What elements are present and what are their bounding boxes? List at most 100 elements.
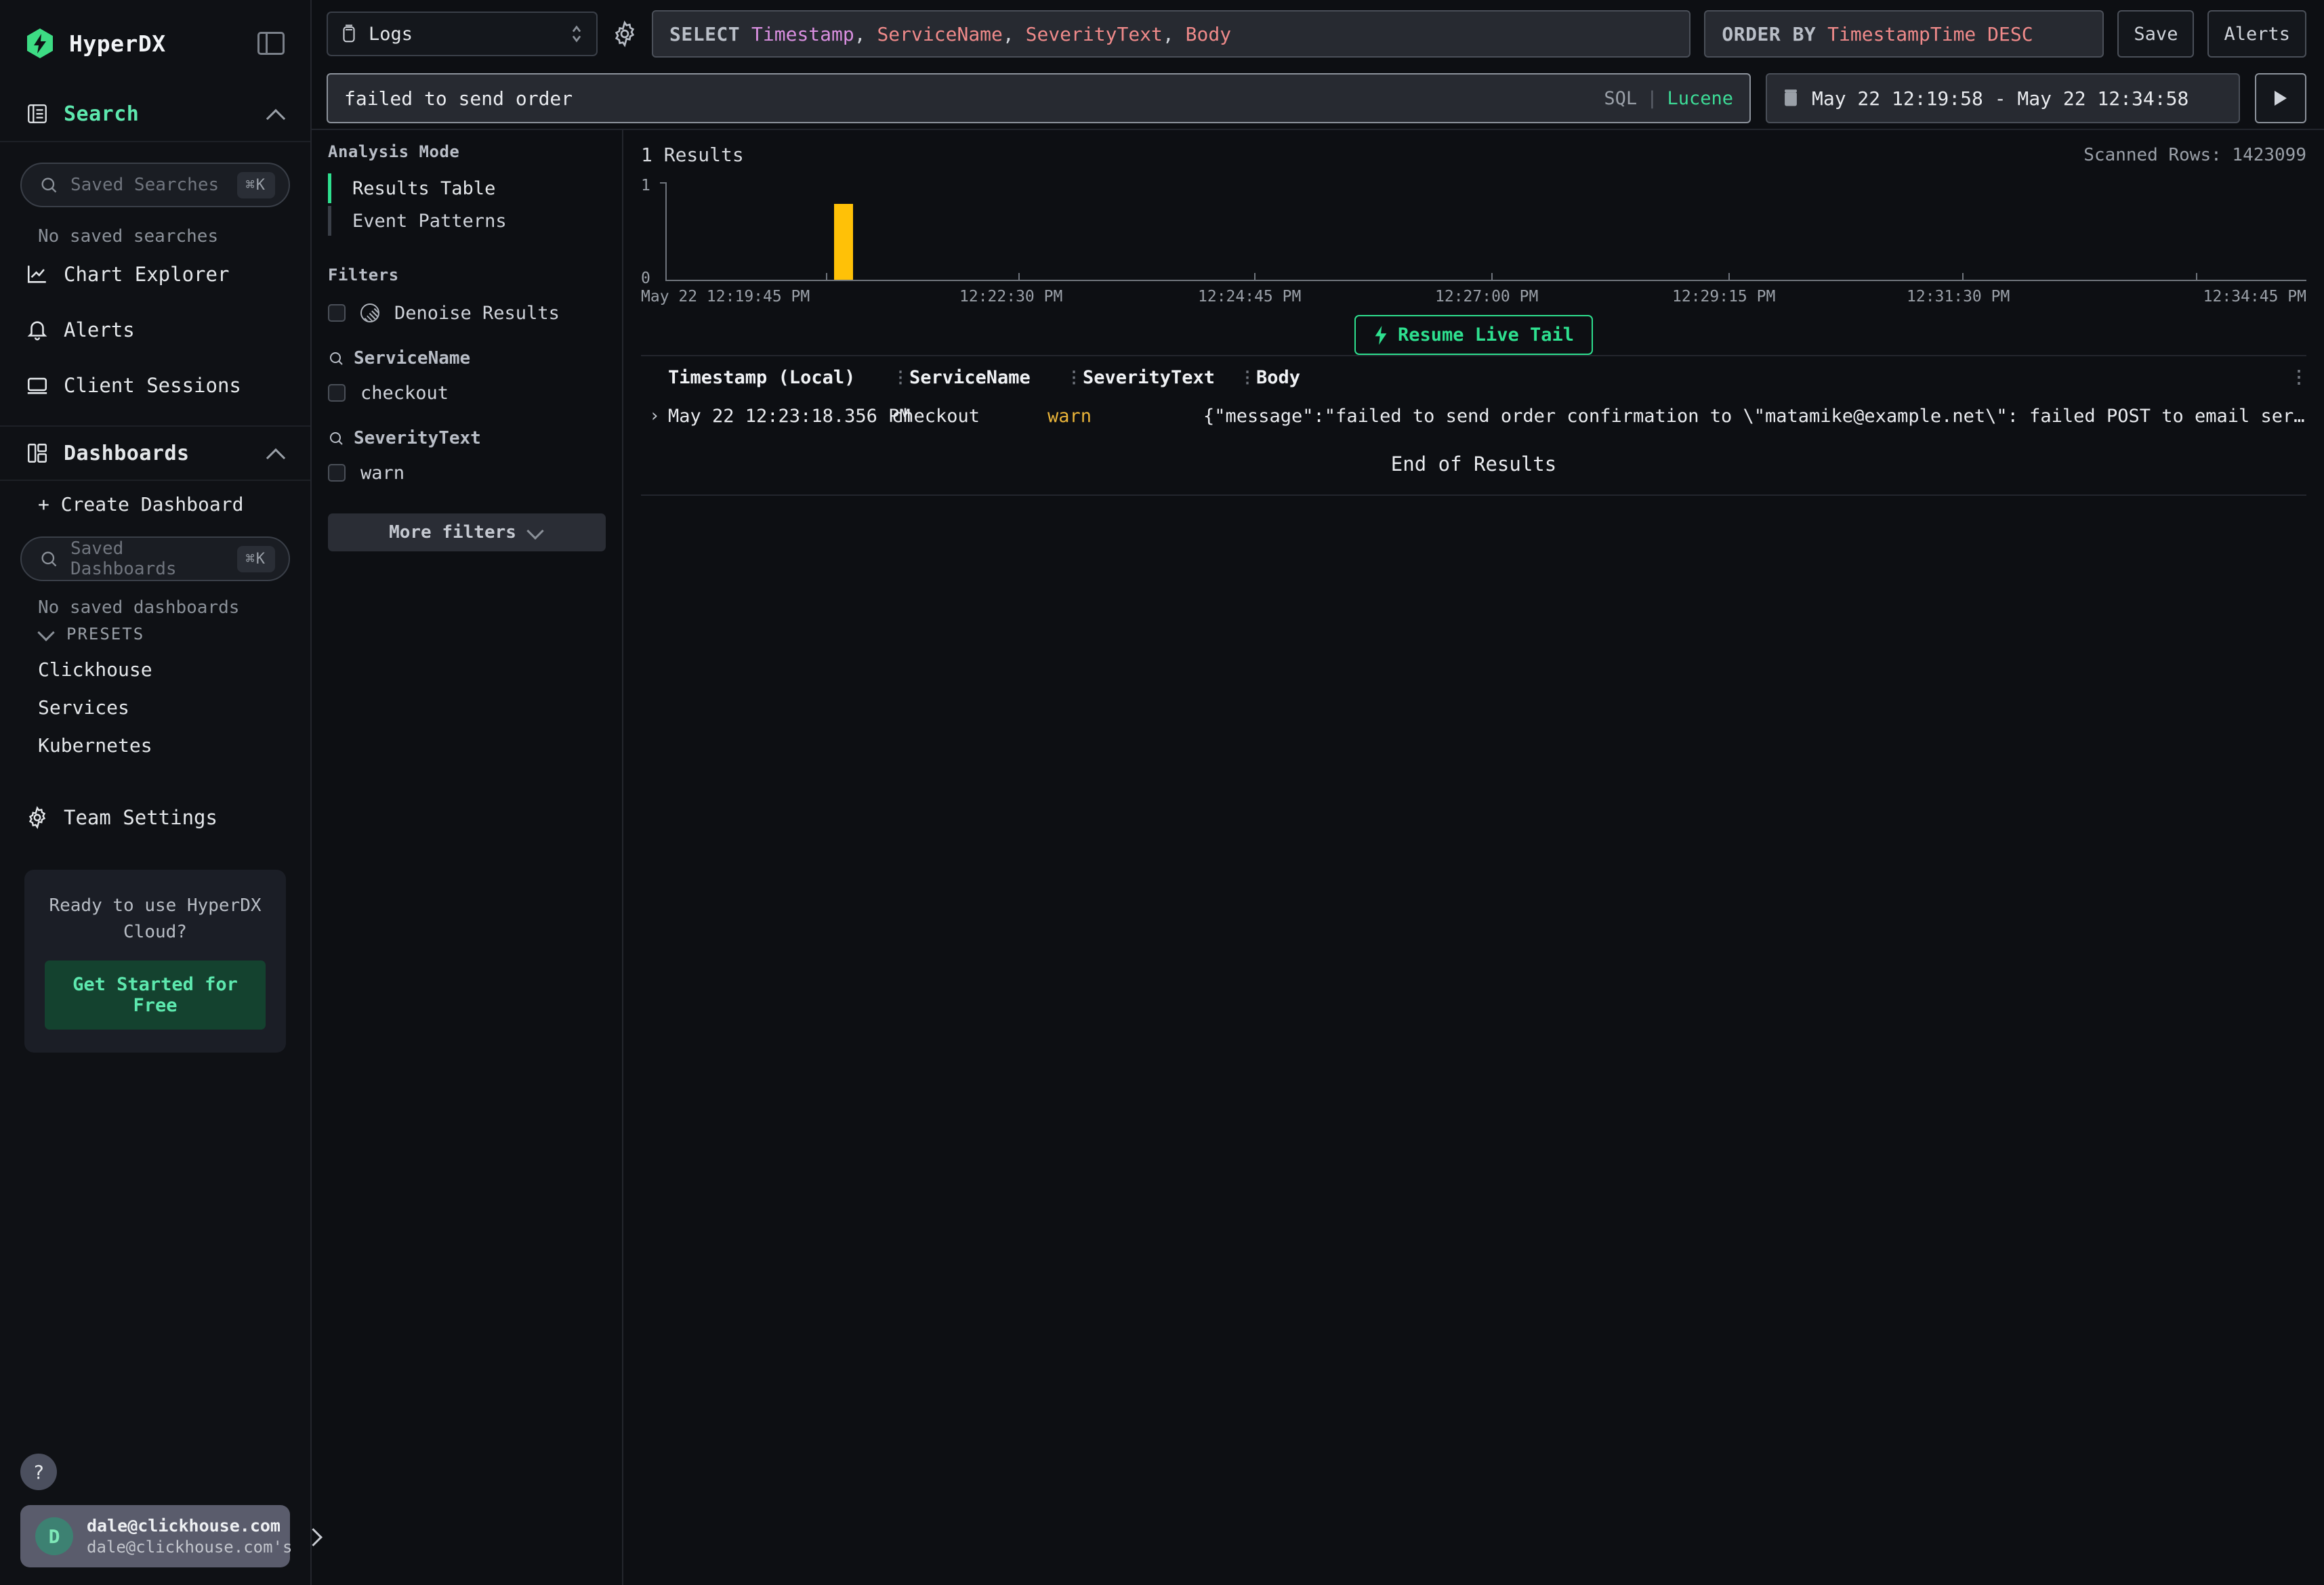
table-row[interactable]: › May 22 12:23:18.356 PM checkout warn {… [641, 398, 2306, 434]
preset-item-kubernetes[interactable]: Kubernetes [0, 726, 310, 764]
no-saved-searches-text: No saved searches [38, 226, 219, 247]
play-icon [2275, 91, 2287, 106]
row-expand-chevron-right-icon[interactable]: › [649, 406, 660, 426]
select-keyword: SELECT [669, 22, 741, 45]
date-range-picker[interactable]: May 22 12:19:58 - May 22 12:34:58 [1766, 73, 2240, 123]
brand-name: HyperDX [69, 30, 166, 57]
query-toolbar: Logs SELECT Timestamp , ServiceName [312, 0, 2324, 68]
sidebar-item-chart-explorer[interactable]: Chart Explorer [0, 247, 310, 302]
analysis-mode-results-table[interactable]: Results Table [328, 172, 606, 205]
more-filters-label: More filters [389, 522, 516, 543]
analysis-mode-event-patterns[interactable]: Event Patterns [328, 205, 606, 237]
bolt-icon [1373, 325, 1388, 345]
search-query-box[interactable]: failed to send order SQL | Lucene [327, 73, 1751, 123]
sidebar-item-chart-explorer-label: Chart Explorer [64, 263, 230, 286]
search-input[interactable]: failed to send order [344, 87, 573, 110]
filter-field-servicename[interactable]: ServiceName [328, 348, 606, 368]
get-started-button[interactable]: Get Started for Free [45, 960, 266, 1030]
preset-item-clickhouse[interactable]: Clickhouse [0, 650, 310, 688]
preset-label: Clickhouse [38, 658, 152, 681]
column-resize-handle[interactable]: ⋮ [892, 368, 909, 387]
filter-option-warn[interactable]: warn [328, 455, 606, 490]
order-by-input[interactable]: ORDER BY TimestampTime DESC [1704, 10, 2104, 58]
cell-body: {"message":"failed to send order confirm… [1203, 405, 2306, 427]
preset-label: Kubernetes [38, 734, 152, 757]
save-button[interactable]: Save [2117, 10, 2195, 58]
preset-label: Services [38, 696, 129, 719]
cell-servicename: checkout [892, 405, 980, 427]
mode-sql-toggle[interactable]: SQL [1604, 87, 1638, 109]
chevron-up-icon[interactable] [267, 444, 285, 462]
presets-label: PRESETS [66, 625, 145, 643]
filter-option-label: checkout [360, 382, 449, 404]
more-filters-button[interactable]: More filters [328, 513, 606, 551]
no-saved-dashboards-text: No saved dashboards [38, 597, 240, 618]
results-count: 1 Results [641, 144, 744, 166]
histogram-bar[interactable] [834, 204, 853, 280]
checkbox-box[interactable] [328, 304, 346, 322]
alerts-button[interactable]: Alerts [2207, 10, 2306, 58]
sidebar-section-dashboards[interactable]: Dashboards [0, 425, 310, 481]
run-query-button[interactable] [2255, 73, 2306, 123]
order-by-expression: TimestampTime DESC [1827, 22, 2033, 45]
denoise-icon [360, 303, 379, 322]
sidebar-section-search[interactable]: Search [0, 87, 310, 142]
saved-searches-shortcut: ⌘K [236, 171, 275, 198]
sidebar-item-client-sessions-label: Client Sessions [64, 374, 241, 397]
end-of-results: End of Results [641, 434, 2306, 496]
user-card[interactable]: D dale@clickhouse.com dale@clickhouse.co… [20, 1505, 292, 1567]
saved-dashboards-placeholder: Saved Dashboards [70, 538, 177, 579]
search-icon [328, 430, 344, 446]
column-resize-handle[interactable]: ⋮ [1066, 368, 1082, 387]
results-header: 1 Results Scanned Rows: 1423099 [623, 130, 2324, 166]
panel-toggle-icon[interactable] [257, 32, 285, 55]
avatar: D [35, 1517, 73, 1555]
hyperdx-bolt-logo [26, 28, 54, 59]
filter-field-severitytext[interactable]: SeverityText [328, 428, 606, 448]
mode-lucene-toggle[interactable]: Lucene [1667, 87, 1733, 109]
checkbox-box[interactable] [328, 464, 346, 482]
saved-dashboards-input[interactable]: Saved Dashboards ⌘K [20, 536, 290, 581]
up-down-caret-icon [569, 22, 584, 45]
denoise-results-checkbox[interactable]: Denoise Results [328, 295, 606, 331]
filter-field-label: ServiceName [354, 348, 471, 368]
x-tick-label: 12:24:45 PM [1198, 288, 1302, 305]
sidebar-item-client-sessions[interactable]: Client Sessions [0, 358, 310, 413]
column-header-body[interactable]: Body [1256, 367, 2306, 388]
x-tick-label: May 22 12:19:45 PM [641, 288, 810, 305]
sidebar-item-team-settings[interactable]: Team Settings [0, 790, 310, 845]
source-settings-gear-icon[interactable] [611, 20, 638, 47]
preset-item-services[interactable]: Services [0, 688, 310, 726]
analysis-mode-label: Event Patterns [352, 210, 507, 232]
filter-group-severitytext: SeverityText warn [328, 428, 606, 490]
x-tick-label: 12:29:15 PM [1672, 288, 1776, 305]
results-table: Timestamp (Local) ⋮ ServiceName ⋮ Severi… [641, 355, 2308, 434]
x-tick-label: 12:31:30 PM [1907, 288, 2010, 305]
resume-live-tail-button[interactable]: Resume Live Tail [1354, 315, 1594, 355]
select-field-servicename: ServiceName [877, 22, 1003, 45]
saved-searches-input[interactable]: Saved Searches ⌘K [20, 163, 290, 207]
presets-toggle[interactable]: PRESETS [0, 618, 310, 650]
bell-icon [26, 318, 49, 341]
select-clause-input[interactable]: SELECT Timestamp , ServiceName , Severit… [652, 10, 1691, 58]
checkbox-box[interactable] [328, 384, 346, 402]
filter-option-checkout[interactable]: checkout [328, 375, 606, 410]
search-list-icon [26, 102, 49, 125]
create-dashboard-button[interactable]: + Create Dashboard [0, 481, 310, 527]
column-resize-handle[interactable]: ⋮ [1239, 368, 1256, 387]
saved-dashboards-shortcut: ⌘K [236, 545, 275, 572]
source-select[interactable]: Logs [327, 12, 598, 56]
column-header-timestamp[interactable]: Timestamp (Local) [668, 367, 892, 388]
sidebar-item-alerts[interactable]: Alerts [0, 302, 310, 358]
histogram-chart[interactable]: 1 0 May 22 12:19:45 PM 12:22:30 PM 12:24… [641, 177, 2306, 305]
help-button[interactable]: ? [20, 1454, 57, 1490]
monitor-icon [26, 374, 49, 397]
column-header-severitytext[interactable]: SeverityText [1083, 367, 1239, 388]
cloud-promo-card: Ready to use HyperDX Cloud? Get Started … [24, 870, 286, 1053]
filters-header: Filters [328, 266, 399, 284]
chevron-up-icon[interactable] [267, 105, 285, 123]
create-dashboard-label: + Create Dashboard [38, 492, 244, 515]
column-options-icon[interactable]: ⋮ [2290, 366, 2308, 387]
column-header-servicename[interactable]: ServiceName [909, 367, 1065, 388]
x-axis [665, 280, 2306, 281]
